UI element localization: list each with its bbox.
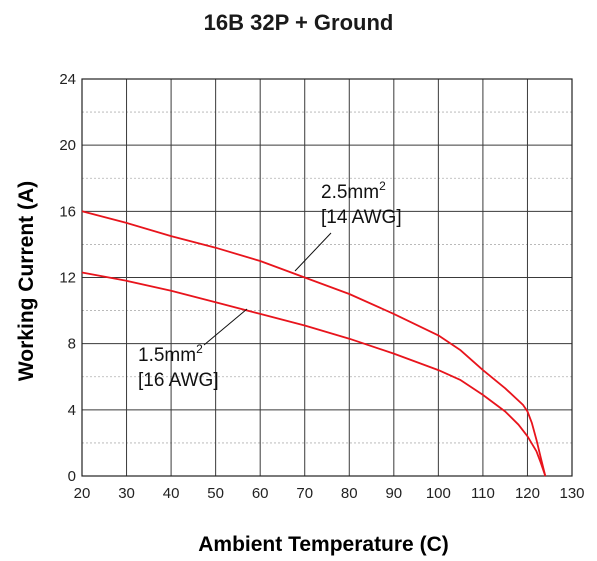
major-gridlines — [81, 78, 573, 477]
x-tick-label: 70 — [296, 485, 313, 502]
y-tick-label: 12 — [59, 270, 76, 287]
series-label-1-line-1: 2.5mm2 — [321, 179, 386, 203]
y-tick-label: 24 — [59, 71, 76, 88]
x-tick-label: 30 — [118, 485, 135, 502]
series-line-2 — [81, 271, 547, 477]
x-tick-label: 130 — [559, 485, 584, 502]
x-tick-label: 90 — [385, 485, 402, 502]
x-tick-label: 20 — [74, 485, 91, 502]
leader-line-1 — [294, 232, 332, 272]
series-label-2-line-2: [16 AWG] — [138, 370, 219, 391]
y-tick-label: 4 — [68, 402, 76, 419]
x-tick-label: 100 — [426, 485, 451, 502]
tick-labels: 20 30 40 50 60 70 80 90 100 110 120 130 0 4 8 12 16 20 24 — [59, 71, 584, 502]
series-label-superscript: 2 — [379, 179, 386, 193]
plot-border — [81, 78, 573, 477]
series-label-1-line-2: [14 AWG] — [321, 207, 402, 228]
series-label-2-line-1: 1.5mm2 — [138, 342, 203, 366]
leader-line-2 — [203, 308, 248, 346]
x-tick-label: 60 — [252, 485, 269, 502]
y-tick-label: 16 — [59, 203, 76, 220]
series-label-superscript: 2 — [196, 342, 203, 356]
x-tick-label: 40 — [163, 485, 180, 502]
series-labels: 2.5mm2 [14 AWG] 1.5mm2 [16 AWG] — [138, 179, 402, 391]
y-axis-label: Working Current (A) — [15, 180, 38, 382]
x-tick-label: 50 — [207, 485, 224, 502]
x-axis-label: Ambient Temperature (C) — [198, 533, 449, 556]
series-lines — [81, 210, 547, 477]
y-tick-label: 8 — [68, 336, 76, 353]
x-tick-label: 120 — [515, 485, 540, 502]
series-line-1 — [81, 210, 547, 477]
x-tick-label: 80 — [341, 485, 358, 502]
x-tick-label: 110 — [471, 485, 495, 502]
y-tick-label: 20 — [59, 137, 76, 154]
y-tick-label: 0 — [68, 468, 76, 485]
label-leader-lines — [203, 232, 332, 346]
chart-title: 16B 32P + Ground — [203, 10, 394, 35]
minor-gridlines — [82, 111, 572, 444]
